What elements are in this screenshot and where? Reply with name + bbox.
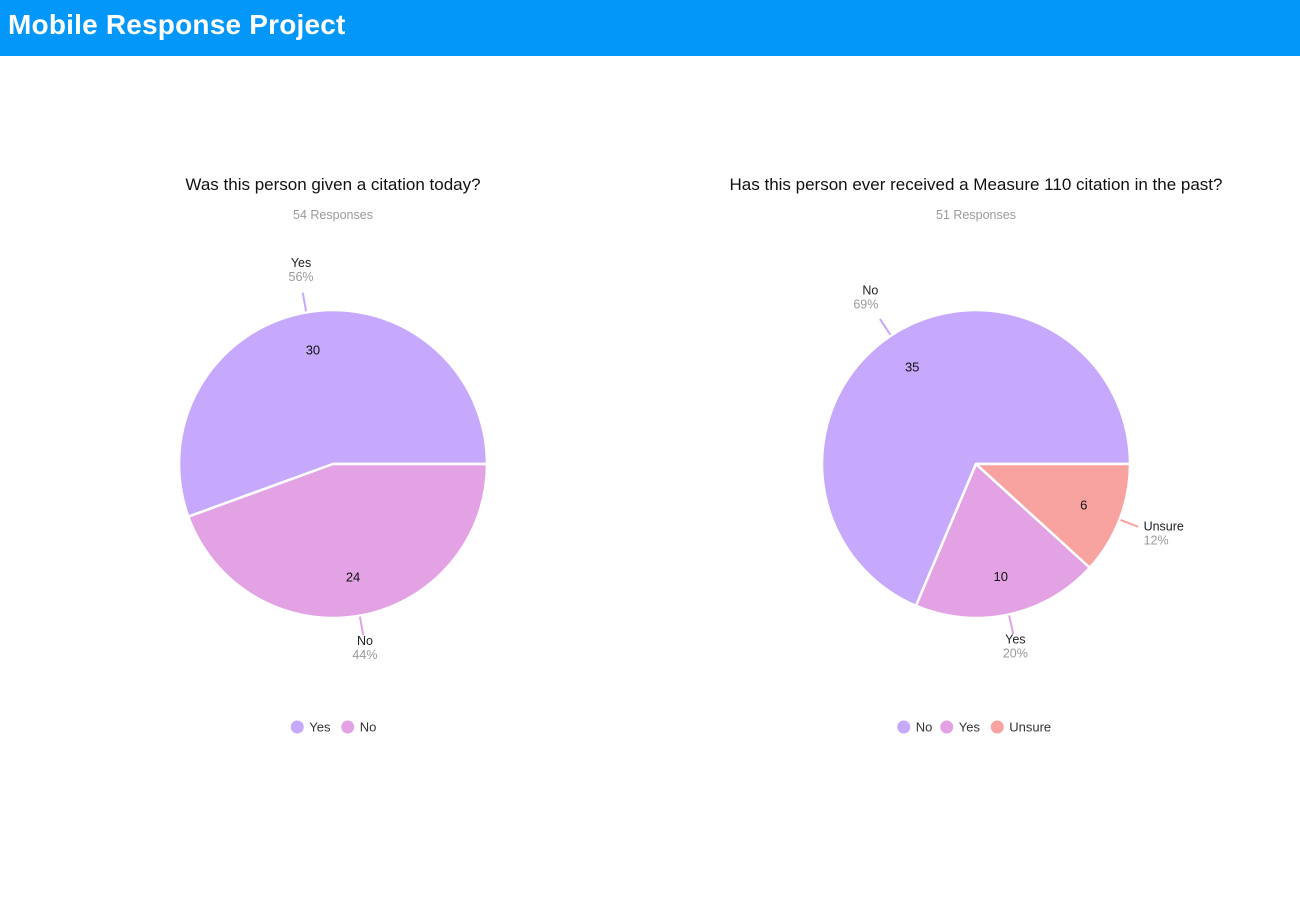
callout-line [1120, 519, 1139, 528]
callout-line [358, 616, 365, 636]
legend-label: Unsure [1009, 720, 1051, 735]
pie-chart-citation-today: Was this person given a citation today? 5… [177, 175, 489, 735]
legend-label: Yes [309, 720, 331, 735]
callout-label: Yes [291, 256, 311, 270]
slice-value-label: 10 [993, 569, 1007, 584]
legend-item-yes[interactable]: Yes [290, 720, 331, 735]
pie-slices [820, 308, 1132, 620]
chart-subtitle: 51 Responses [936, 208, 1016, 222]
pie-slice-no[interactable] [187, 462, 489, 620]
callout-label: Yes [1005, 633, 1025, 647]
legend-swatch [990, 720, 1004, 734]
legend-swatch [940, 720, 954, 734]
pie-slices [177, 308, 489, 620]
chart-legend: No Yes Unsure [897, 720, 1051, 735]
pie-slice-unsure[interactable] [974, 462, 1132, 569]
legend-swatch [897, 720, 911, 734]
callout-label: Unsure [1144, 519, 1184, 533]
chart-subtitle: 54 Responses [293, 208, 373, 222]
pie-slice-yes[interactable] [177, 308, 489, 518]
callout-label: No [862, 284, 878, 298]
chart-title: Has this person ever received a Measure … [730, 175, 1223, 194]
callout-percent: 12% [1144, 533, 1169, 547]
legend-item-no[interactable]: No [341, 720, 376, 735]
callout-line [879, 318, 892, 336]
legend-item-unsure[interactable]: Unsure [990, 720, 1051, 735]
legend-item-no[interactable]: No [897, 720, 932, 735]
slice-value-label: 6 [1080, 498, 1087, 513]
chart-legend: Yes No [290, 720, 376, 735]
chart-title: Was this person given a citation today? [185, 175, 480, 194]
slice-value-label: 30 [306, 342, 320, 357]
pie-slice-no[interactable] [820, 308, 1132, 608]
legend-label: Yes [959, 720, 981, 735]
callout-percent: 20% [1003, 647, 1028, 661]
callout-percent: 56% [289, 270, 314, 284]
app-header: Mobile Response Project [0, 0, 1300, 56]
legend-swatch [341, 720, 355, 734]
app-title: Mobile Response Project [8, 9, 346, 40]
callout-percent: 69% [853, 298, 878, 312]
slice-value-label: 24 [346, 570, 360, 585]
legend-label: No [916, 720, 933, 735]
legend-label: No [360, 720, 377, 735]
callout-line [1008, 615, 1015, 635]
callout-line [301, 292, 308, 312]
legend-swatch [290, 720, 304, 734]
callout-percent: 44% [352, 648, 377, 662]
slice-value-label: 35 [905, 360, 919, 375]
legend-item-yes[interactable]: Yes [940, 720, 980, 735]
pie-slice-yes[interactable] [914, 462, 1092, 620]
callout-label: No [357, 634, 373, 648]
pie-chart-measure-110-history: Has this person ever received a Measure … [730, 175, 1223, 735]
